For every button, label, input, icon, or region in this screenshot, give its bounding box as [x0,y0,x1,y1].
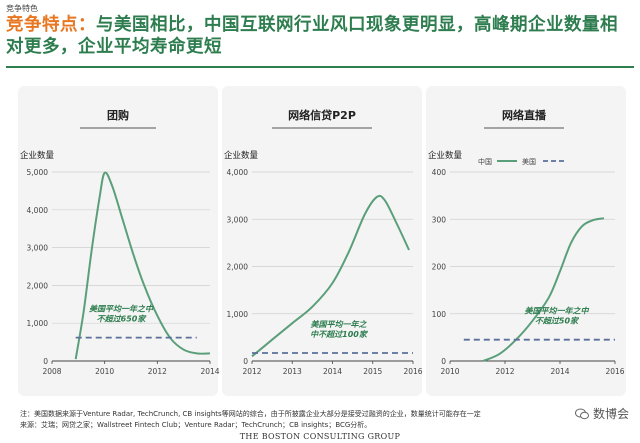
watermark: 数博会 [571,404,632,423]
watermark-text: 数博会 [592,407,629,421]
page-title-lead: 竞争特点： [6,15,96,35]
chart-3-ylabel: 企业数量 [428,150,463,161]
footnote: 注：美国数据来源于Venture Radar, TechCrunch, CB i… [20,409,620,431]
footnote-source: 来源：艾瑞；网贷之家；Wallstreet Fintech Club；Ventu… [20,421,372,429]
chart-3-xtick-label: 2012 [495,367,514,376]
page-title: 竞争特点：与美国相比，中国互联网行业风口现象更明显，高峰期企业数量相对更多，企业… [6,14,634,58]
chart-2-ytick-label: 3,000 [227,215,249,224]
chart-3-annotation: 美国平均一年之中 [525,307,590,316]
chart-2-xtick-label: 2016 [403,367,422,376]
chart-2-china-line [251,194,410,358]
chart-3-title: 网络直播 [502,108,547,122]
legend-china-label: 中国 [478,157,492,166]
chart-1-ytick-label: 1,000 [27,319,49,328]
chart-2-ytick-label: 1,000 [227,310,249,319]
chart-2-panel [222,86,422,396]
chart-3-ytick-label: 0 [441,357,446,366]
chart-1-annotation: 不超过650家 [97,315,148,324]
chart-1-annotation: 美国平均一年之中 [89,305,154,314]
title-divider [6,66,634,68]
brand-logo: THE BOSTON CONSULTING GROUP [239,432,401,441]
chart-1-xtick-label: 2014 [200,367,219,376]
chart-3-ytick-label: 300 [432,215,447,224]
page-title-text: 与美国相比，中国互联网行业风口现象更明显，高峰期企业数量相对更多，企业平均寿命更… [6,15,618,57]
chart-2-title: 网络信贷P2P [288,108,356,122]
chart-2-ytick-label: 2,000 [227,263,249,272]
breadcrumb: 竞争特色 [6,4,38,13]
chart-3-xtick-label: 2016 [605,367,624,376]
legend-us-label: 美国 [522,157,536,166]
chart-1-ylabel: 企业数量 [20,150,55,161]
chart-3-china-line [482,217,605,362]
chart-2-annotation: 美国平均一年之 [311,320,368,329]
chart-2-ytick-label: 0 [243,357,248,366]
chart-1-xtick-label: 2008 [42,367,61,376]
chart-1-xtick-label: 2010 [95,367,114,376]
chart-2-annotation: 中不超过100家 [310,330,369,339]
chart-3-ytick-label: 100 [432,310,447,319]
chart-1-ytick-label: 2,000 [27,281,49,290]
chart-3-xtick-label: 2010 [440,367,459,376]
chart-1-title: 团购 [107,108,129,122]
chart-2-ytick-label: 4,000 [227,168,249,177]
chart-1-ytick-label: 0 [43,357,48,366]
chart-3-xtick-label: 2014 [550,367,569,376]
chart-1-china-line [74,171,211,360]
chart-3-panel [426,86,626,396]
chart-1-ytick-label: 5,000 [27,168,49,177]
footnote-note: 注：美国数据来源于Venture Radar, TechCrunch, CB i… [20,410,481,418]
chart-1-panel [18,86,218,396]
chart-1-ytick-label: 3,000 [27,244,49,253]
chart-1-xtick-label: 2012 [148,367,167,376]
chart-2-xtick-label: 2015 [363,367,382,376]
chart-2-xtick-label: 2012 [242,367,261,376]
chart-2-ylabel: 企业数量 [224,150,259,161]
chart-3-ytick-label: 400 [432,168,447,177]
chart-3-ytick-label: 200 [432,263,447,272]
chart-1-ytick-label: 4,000 [27,206,49,215]
chart-3-annotation: 不超过50家 [535,317,580,326]
chat-bubble-icon [574,408,589,419]
chart-2-xtick-label: 2013 [283,367,302,376]
chart-2-xtick-label: 2014 [323,367,342,376]
